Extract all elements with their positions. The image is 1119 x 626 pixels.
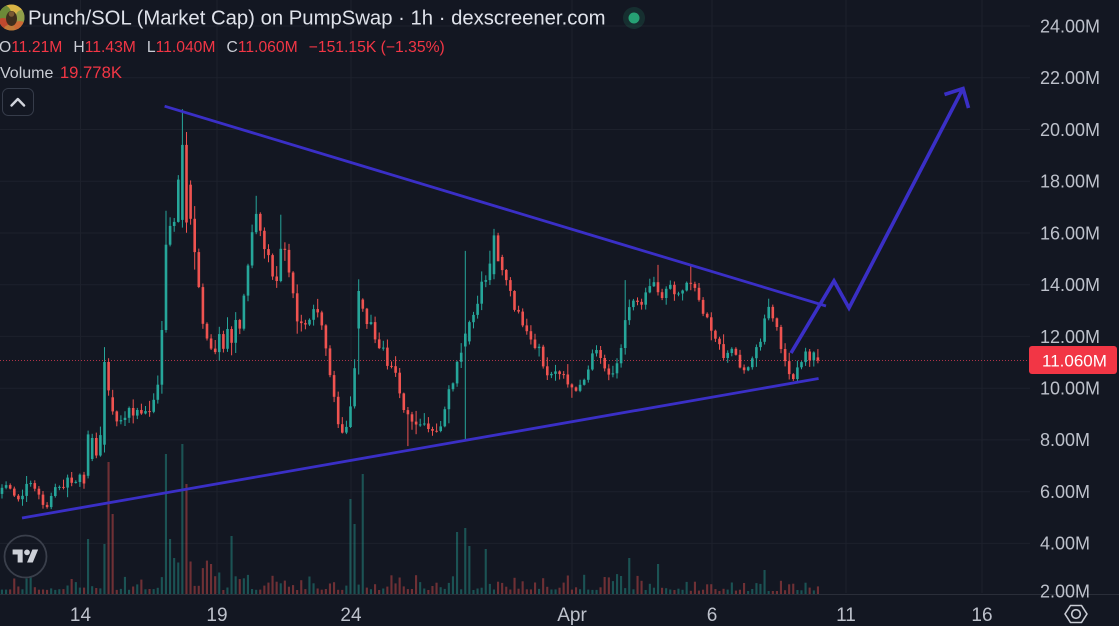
svg-text:18.00M: 18.00M bbox=[1040, 172, 1100, 192]
svg-text:11.060M: 11.060M bbox=[1042, 352, 1107, 371]
svg-text:4.00M: 4.00M bbox=[1040, 534, 1090, 554]
svg-text:8.00M: 8.00M bbox=[1040, 430, 1090, 450]
svg-text:24.00M: 24.00M bbox=[1040, 17, 1100, 37]
svg-text:10.00M: 10.00M bbox=[1040, 379, 1100, 399]
svg-text:16: 16 bbox=[971, 605, 992, 626]
svg-text:6: 6 bbox=[707, 605, 718, 626]
svg-text:11: 11 bbox=[836, 605, 856, 626]
svg-text:22.00M: 22.00M bbox=[1040, 68, 1100, 88]
svg-text:19: 19 bbox=[206, 605, 227, 626]
svg-text:12.00M: 12.00M bbox=[1040, 327, 1100, 347]
svg-text:O11.21M H11.43M L11.040M C1: O11.21M H11.43M L11.040M C11.060M −151.1… bbox=[0, 39, 445, 56]
svg-text:Volume 19.778K: Volume 19.778K bbox=[0, 63, 122, 82]
svg-text:20.00M: 20.00M bbox=[1040, 120, 1100, 140]
svg-text:16.00M: 16.00M bbox=[1040, 223, 1100, 243]
svg-text:Punch/SOL (Market Cap) on Pump: Punch/SOL (Market Cap) on PumpSwap · 1h … bbox=[28, 8, 606, 30]
svg-text:Apr: Apr bbox=[557, 605, 587, 626]
svg-text:14: 14 bbox=[70, 605, 92, 626]
svg-text:24: 24 bbox=[340, 605, 362, 626]
svg-text:2.00M: 2.00M bbox=[1040, 582, 1090, 602]
svg-text:14.00M: 14.00M bbox=[1040, 275, 1100, 295]
svg-text:6.00M: 6.00M bbox=[1040, 482, 1090, 502]
